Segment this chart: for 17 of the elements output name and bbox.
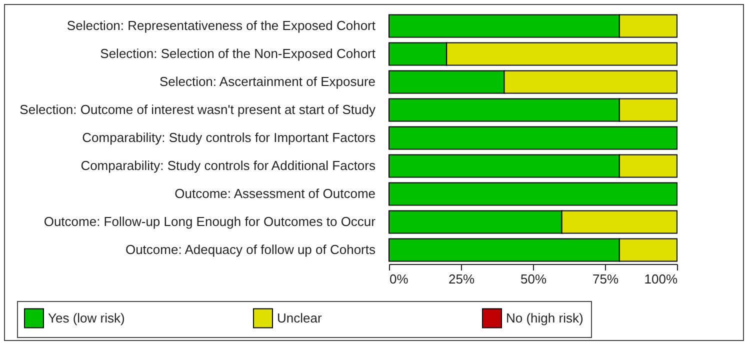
- y-tick-label: Selection: Representativeness of the Exposed Cohort: [66, 18, 376, 33]
- y-tick-label: Selection: Selection of the Non-Exposed Cohort: [100, 46, 376, 61]
- y-tick-label: Outcome: Follow-up Long Enough for Outcomes to Occur: [44, 214, 376, 229]
- x-tick-label: 75%: [592, 272, 619, 286]
- x-tick-label: 25%: [448, 272, 475, 286]
- legend-label: Yes (low risk): [48, 310, 125, 326]
- y-tick-label: Outcome: Assessment of Outcome: [174, 186, 376, 201]
- x-tick-label: 100%: [644, 272, 678, 286]
- y-tick-label: Comparability: Study controls for Additional Factors: [80, 158, 376, 173]
- y-tick-label: Comparability: Study controls for Important Factors: [82, 130, 376, 145]
- x-tick-label: 50%: [520, 272, 547, 286]
- x-tick-label: 0%: [390, 272, 409, 286]
- y-tick-label: Selection: Outcome of interest wasn't present at start of Study: [20, 102, 376, 117]
- legend-label: Unclear: [277, 310, 322, 326]
- legend-label: No (high risk): [506, 310, 584, 326]
- y-tick-label: Selection: Ascertainment of Exposure: [159, 74, 376, 89]
- y-tick-label: Outcome: Adequacy of follow up of Cohorts: [125, 242, 376, 257]
